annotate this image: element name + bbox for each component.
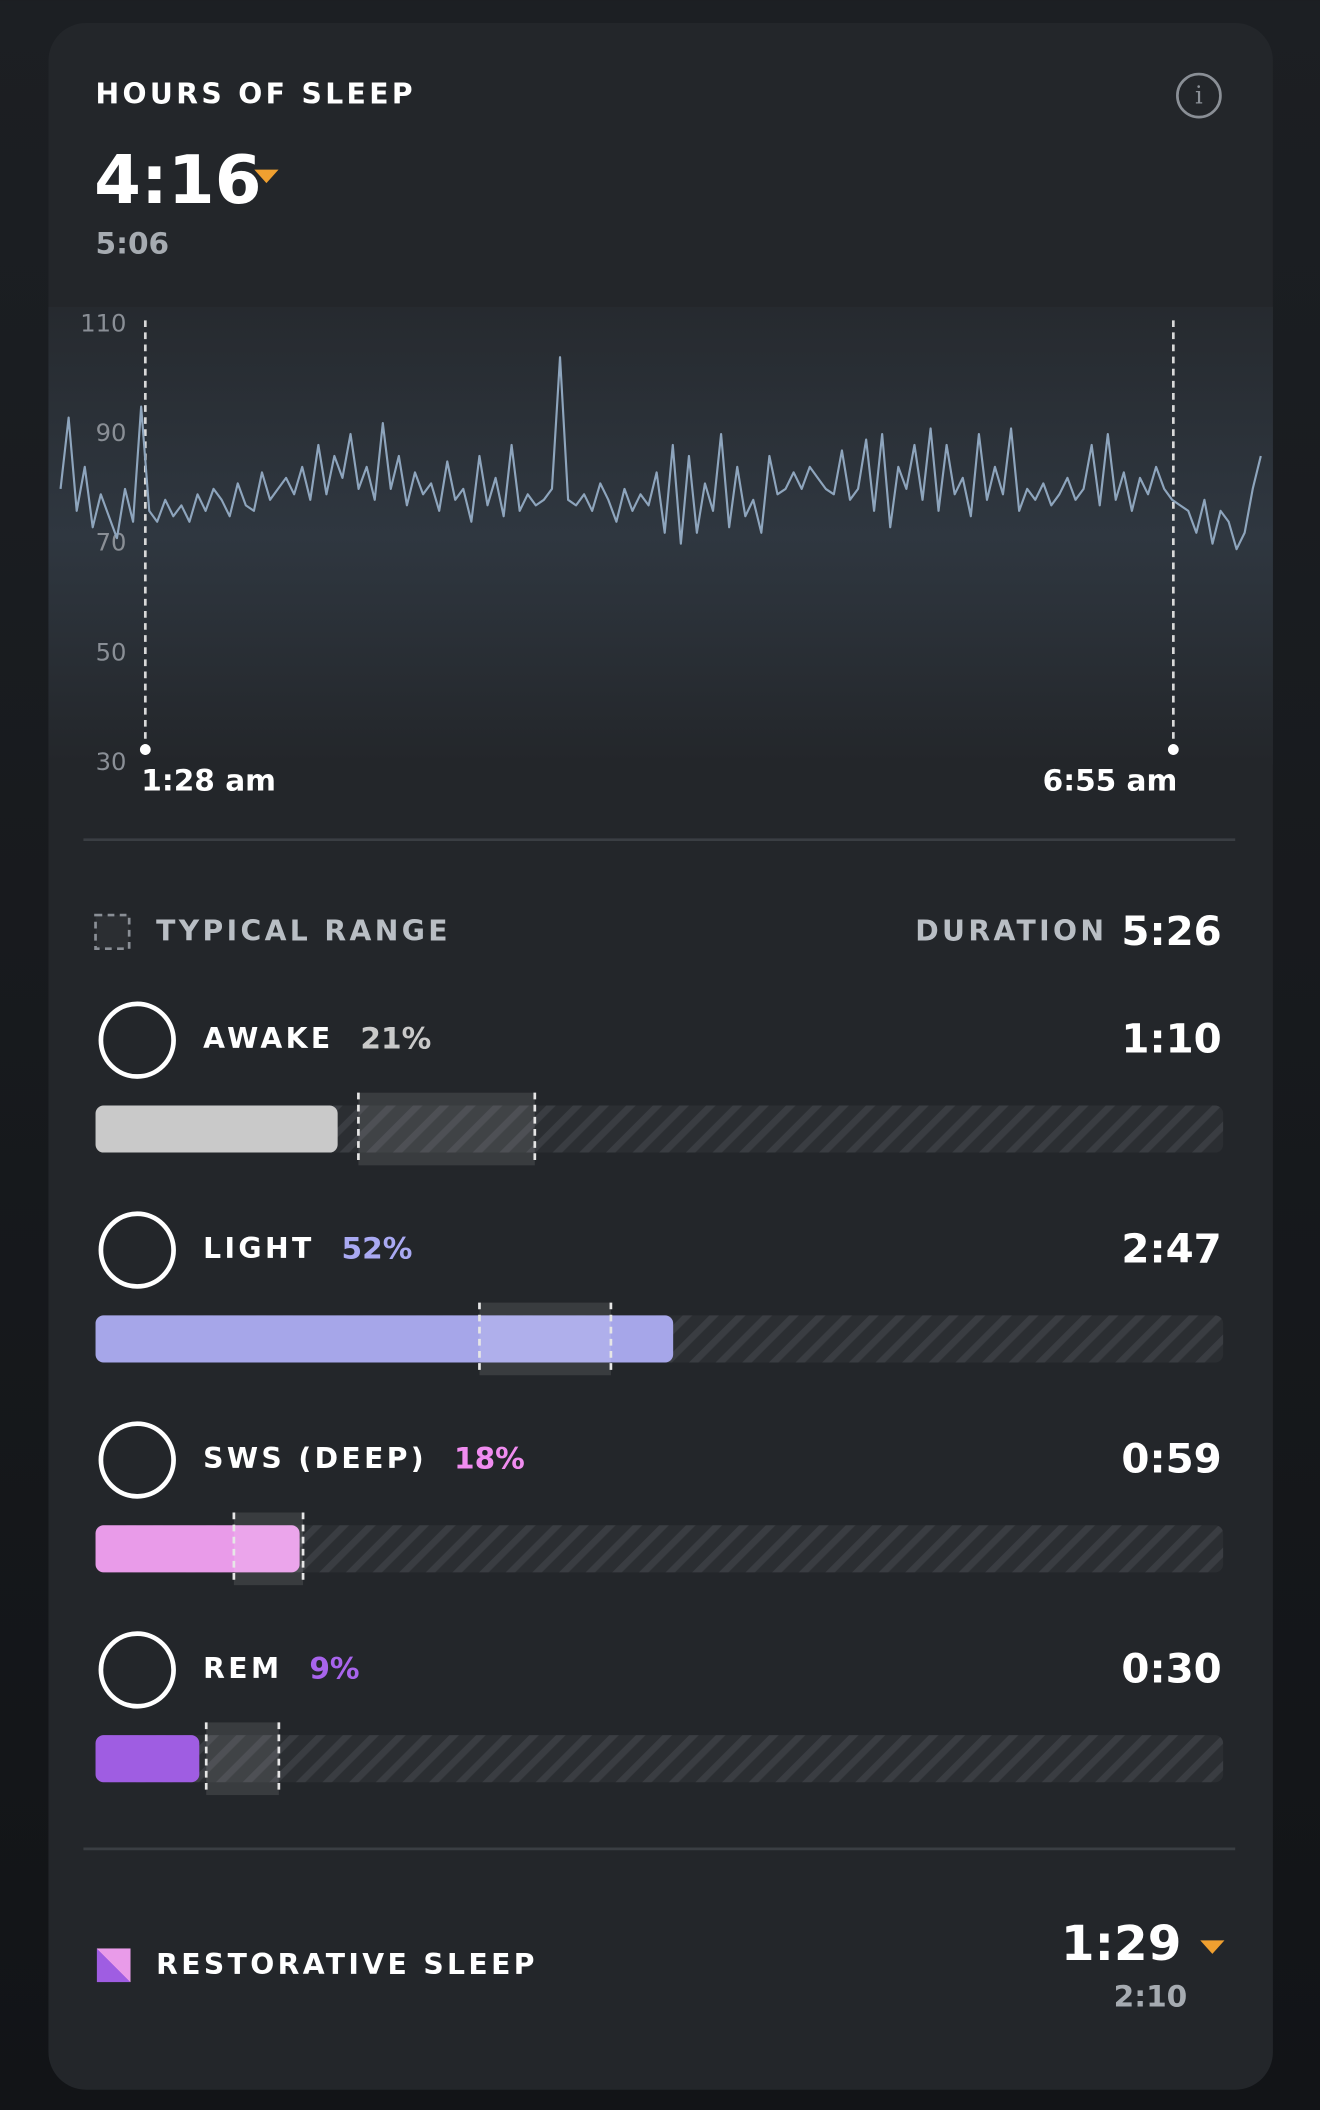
stage-name: REM <box>203 1652 282 1685</box>
stage-track <box>95 1735 1224 1783</box>
title: HOURS OF SLEEP <box>96 78 416 111</box>
stage-name: AWAKE <box>203 1022 333 1055</box>
down-arrow <box>1200 1940 1225 1954</box>
stage-track <box>95 1105 1224 1153</box>
end-label: 6:55 am <box>1043 763 1178 797</box>
stage-toggle[interactable] <box>98 1001 176 1079</box>
stage-bar <box>95 1525 300 1573</box>
stage-name: SWS (DEEP) <box>203 1442 427 1475</box>
restorative-baseline: 2:10 <box>1114 1980 1188 2014</box>
stage-duration: 2:47 <box>1121 1225 1221 1272</box>
info-glyph: i <box>1195 81 1203 109</box>
down-arrow <box>254 169 279 184</box>
start-dot <box>139 744 151 755</box>
y-tick-label: 90 <box>96 419 127 447</box>
sleep-hours: 4:16 <box>94 141 261 219</box>
chart-area <box>48 306 1273 765</box>
y-tick-label: 110 <box>80 309 126 337</box>
restorative-icon <box>96 1948 131 1983</box>
stage-percent: 18% <box>454 1442 525 1476</box>
baseline: 5:06 <box>96 226 170 260</box>
stage-duration: 0:59 <box>1121 1435 1221 1482</box>
duration-label: DURATION <box>915 915 1107 948</box>
end-dot <box>1167 744 1179 755</box>
restorative-label: RESTORATIVE SLEEP <box>156 1948 538 1981</box>
typical-range <box>233 1512 304 1586</box>
restorative-value: 1:29 <box>1061 1916 1181 1972</box>
stage-name: LIGHT <box>203 1232 314 1265</box>
start-label: 1:28 am <box>141 763 276 797</box>
stage-duration: 0:30 <box>1121 1645 1221 1692</box>
y-tick-label: 50 <box>96 638 127 666</box>
info-icon[interactable] <box>1176 72 1222 119</box>
stage-bar <box>95 1105 338 1153</box>
stage-track <box>95 1525 1224 1573</box>
heart-rate-line <box>59 356 1262 551</box>
typical-range <box>358 1092 535 1166</box>
typical-range <box>206 1722 279 1796</box>
stage-percent: 52% <box>342 1232 413 1266</box>
stage-bar <box>95 1315 674 1363</box>
stage-toggle[interactable] <box>98 1421 176 1499</box>
stage-duration: 1:10 <box>1121 1016 1221 1063</box>
y-tick-label: 30 <box>96 748 127 776</box>
stage-toggle[interactable] <box>98 1211 176 1289</box>
y-tick-label: 70 <box>96 529 127 557</box>
stage-percent: 21% <box>360 1022 431 1056</box>
stage-percent: 9% <box>309 1651 359 1685</box>
total-duration: 5:26 <box>1121 908 1221 955</box>
typical-range-label: TYPICAL RANGE <box>156 915 451 948</box>
stage-bar <box>95 1735 200 1783</box>
typical-range-icon <box>94 913 131 951</box>
stage-toggle[interactable] <box>98 1631 176 1709</box>
typical-range <box>479 1302 611 1376</box>
